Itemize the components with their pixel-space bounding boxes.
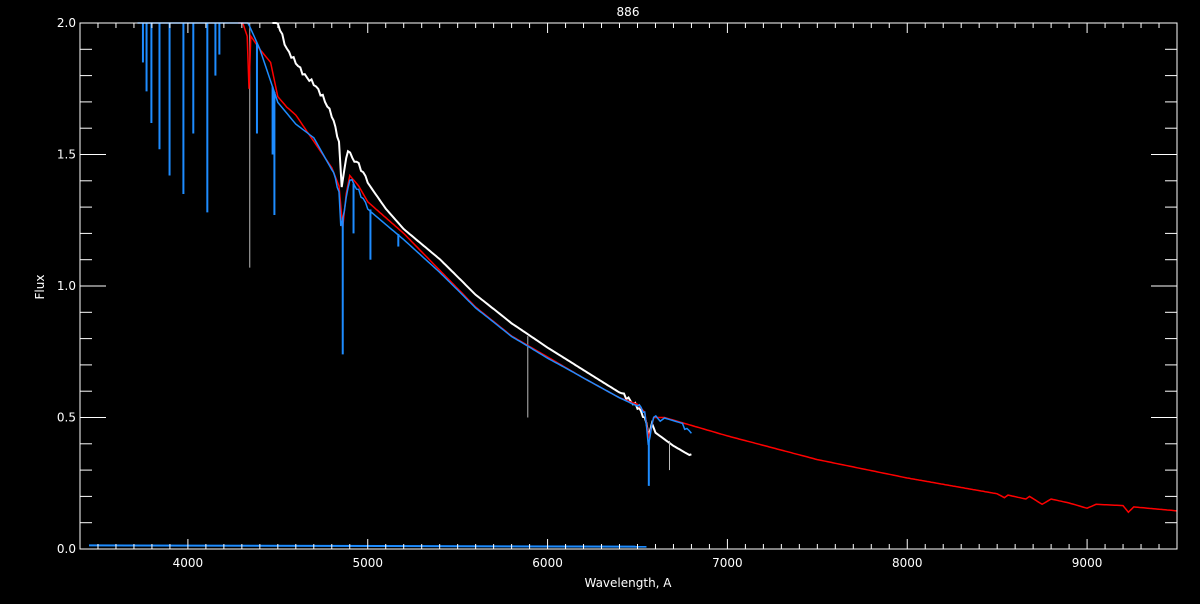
- x-tick-label: 8000: [892, 556, 923, 570]
- series-2-line: [137, 22, 692, 446]
- x-tick-label: 5000: [352, 556, 383, 570]
- x-axis-label: Wavelength, A: [584, 576, 672, 590]
- y-tick-label: 1.0: [57, 279, 76, 293]
- series-1-line: [238, 22, 1178, 514]
- x-tick-label: 4000: [173, 556, 204, 570]
- series-0: [249, 22, 692, 471]
- x-tick-label: 9000: [1072, 556, 1103, 570]
- y-tick-label: 2.0: [57, 16, 76, 30]
- axes-layer: 4000 5000 6000 7000 8000 9000 0.0 0.5 1.0 1.5 2.0: [57, 16, 1178, 570]
- plot-frame: [79, 22, 1178, 550]
- y-tick-label: 0.5: [57, 411, 76, 425]
- chart-title: 886: [617, 5, 640, 19]
- x-tick-label: 7000: [712, 556, 743, 570]
- series-0-line: [272, 22, 692, 457]
- y-tick-label: 0.0: [57, 542, 76, 556]
- series-layer: [88, 22, 1178, 548]
- y-tick-label: 1.5: [57, 148, 76, 162]
- series-2: [88, 22, 692, 548]
- series-1: [238, 22, 1178, 514]
- x-tick-label: 6000: [532, 556, 563, 570]
- y-axis-label: Flux: [33, 275, 47, 300]
